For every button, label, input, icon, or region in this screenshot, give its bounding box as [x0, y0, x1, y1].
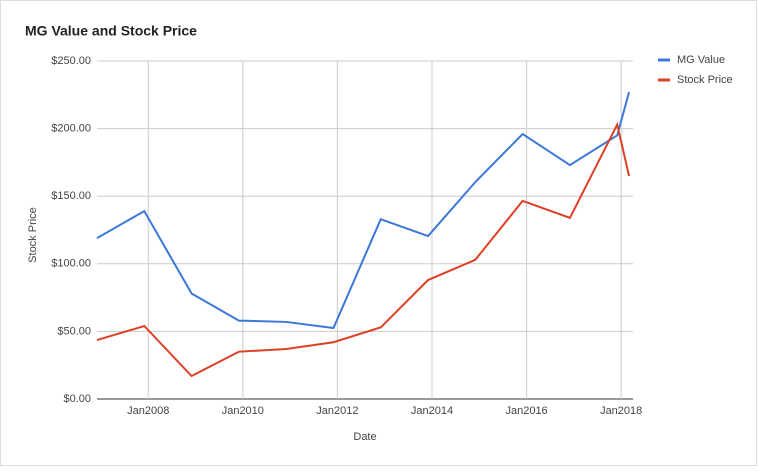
y-tick-label: $200.00 — [51, 123, 91, 135]
chart-title: MG Value and Stock Price — [25, 23, 197, 39]
y-tick-label: $150.00 — [51, 190, 91, 202]
series-line — [96, 121, 631, 378]
y-tick-label: $0.00 — [63, 393, 91, 405]
x-tick-label: Jan2010 — [222, 405, 264, 417]
x-tick-label: Jan2018 — [600, 405, 642, 417]
y-tick-label: $50.00 — [57, 325, 91, 337]
y-tick-label: $100.00 — [51, 258, 91, 270]
series-line — [96, 91, 631, 330]
y-axis-title: Stock Price — [27, 207, 39, 263]
x-tick-label: Jan2008 — [127, 405, 169, 417]
y-tick-label: $250.00 — [51, 55, 91, 67]
x-tick-label: Jan2012 — [316, 405, 358, 417]
x-tick-label: Jan2016 — [505, 405, 547, 417]
legend-label: MG Value — [677, 54, 725, 66]
legend-label: Stock Price — [677, 74, 733, 86]
x-tick-label: Jan2014 — [411, 405, 453, 417]
x-axis-title: Date — [353, 431, 376, 443]
